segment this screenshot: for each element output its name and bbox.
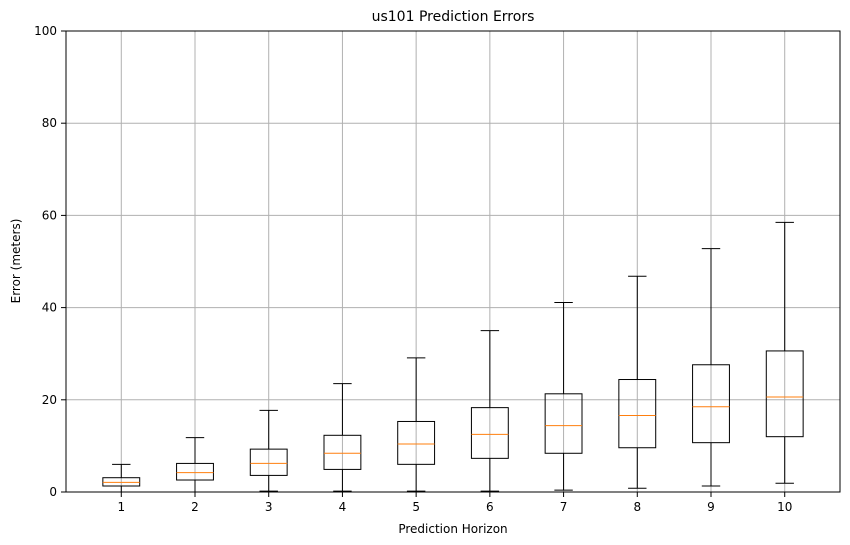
- axis-ticks: 0 20 40 60 80 100 1 2 3 4 5 6 7 8 9 10: [34, 24, 792, 514]
- iqr-box: [249, 448, 288, 476]
- grid-lines: [66, 30, 840, 493]
- boxes: [102, 221, 804, 493]
- chart-title: us101 Prediction Errors: [372, 9, 535, 25]
- y-tick-label: 0: [49, 485, 57, 499]
- x-tick-label: 8: [633, 500, 641, 514]
- iqr-box: [544, 393, 583, 454]
- x-tick-label: 3: [265, 500, 273, 514]
- x-tick-label: 10: [777, 500, 792, 514]
- x-tick-label: 5: [412, 500, 420, 514]
- box-9: [692, 248, 730, 487]
- x-tick-label: 6: [486, 500, 494, 514]
- box-8: [618, 275, 657, 489]
- iqr-box: [176, 462, 214, 481]
- iqr-box: [470, 407, 509, 459]
- y-tick-label: 20: [42, 393, 57, 407]
- box-4: [323, 383, 362, 492]
- x-tick-label: 2: [191, 500, 199, 514]
- x-tick-label: 4: [339, 500, 347, 514]
- iqr-box: [765, 350, 804, 438]
- y-tick-label: 80: [42, 116, 57, 130]
- box-3: [249, 409, 288, 492]
- y-tick-label: 40: [42, 301, 57, 315]
- iqr-box: [692, 364, 730, 444]
- iqr-box: [397, 420, 436, 465]
- iqr-box: [618, 379, 657, 449]
- x-tick-label: 1: [117, 500, 125, 514]
- y-tick-label: 100: [34, 24, 57, 38]
- box-10: [765, 221, 804, 484]
- box-5: [397, 357, 436, 492]
- x-axis-label: Prediction Horizon: [398, 522, 507, 536]
- x-tick-label: 9: [707, 500, 715, 514]
- iqr-box: [323, 434, 362, 470]
- box-1: [102, 463, 141, 493]
- box-6: [470, 330, 509, 492]
- box-7: [544, 302, 583, 491]
- y-axis-label: Error (meters): [9, 219, 23, 304]
- y-tick-label: 60: [42, 208, 57, 222]
- x-tick-label: 7: [560, 500, 568, 514]
- plot-frame: [65, 30, 841, 493]
